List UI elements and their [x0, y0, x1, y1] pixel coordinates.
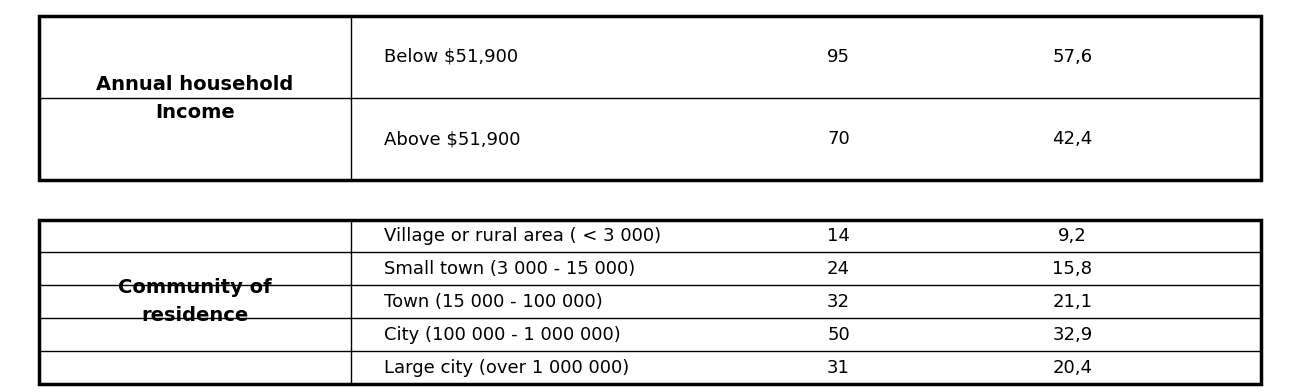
- Text: Annual household
Income: Annual household Income: [96, 74, 294, 122]
- Text: 42,4: 42,4: [1053, 130, 1092, 148]
- Text: 24: 24: [827, 260, 850, 278]
- Text: Community of
residence: Community of residence: [118, 278, 272, 325]
- Text: Small town (3 000 - 15 000): Small town (3 000 - 15 000): [384, 260, 634, 278]
- Text: 9,2: 9,2: [1058, 227, 1087, 245]
- Text: 32,9: 32,9: [1053, 326, 1092, 344]
- Text: 14: 14: [827, 227, 850, 245]
- Text: City (100 000 - 1 000 000): City (100 000 - 1 000 000): [384, 326, 620, 344]
- Text: Large city (over 1 000 000): Large city (over 1 000 000): [384, 359, 629, 377]
- Text: Below $51,900: Below $51,900: [384, 48, 517, 66]
- Bar: [39, 220, 1261, 384]
- Text: 95: 95: [827, 48, 850, 66]
- Text: Village or rural area ( < 3 000): Village or rural area ( < 3 000): [384, 227, 660, 245]
- Text: Town (15 000 - 100 000): Town (15 000 - 100 000): [384, 293, 602, 311]
- Text: 20,4: 20,4: [1053, 359, 1092, 377]
- Text: Above $51,900: Above $51,900: [384, 130, 520, 148]
- Text: 32: 32: [827, 293, 850, 311]
- Text: 31: 31: [827, 359, 850, 377]
- Text: 15,8: 15,8: [1053, 260, 1092, 278]
- Text: 50: 50: [827, 326, 850, 344]
- Text: 57,6: 57,6: [1053, 48, 1092, 66]
- Bar: [39, 16, 1261, 180]
- Text: 21,1: 21,1: [1053, 293, 1092, 311]
- Text: 70: 70: [827, 130, 850, 148]
